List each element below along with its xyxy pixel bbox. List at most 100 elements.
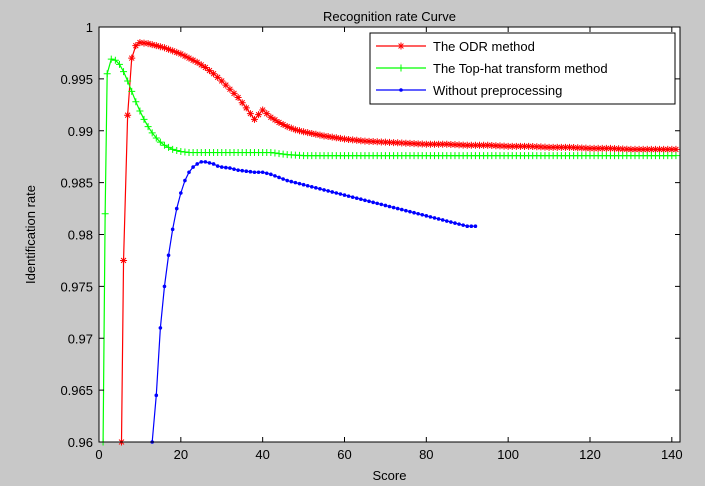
data-point bbox=[570, 144, 578, 152]
data-point bbox=[264, 171, 269, 176]
data-point bbox=[277, 175, 281, 180]
data-point bbox=[174, 206, 179, 211]
data-point bbox=[234, 94, 242, 102]
data-point bbox=[369, 138, 377, 146]
data-point bbox=[404, 208, 408, 213]
data-point bbox=[504, 142, 512, 150]
data-point bbox=[152, 134, 160, 142]
data-point bbox=[244, 169, 249, 174]
data-point bbox=[189, 56, 197, 64]
y-tick-label: 0.96 bbox=[68, 435, 93, 450]
data-point bbox=[154, 393, 159, 398]
data-point bbox=[672, 145, 680, 153]
data-point bbox=[226, 85, 234, 93]
data-point bbox=[115, 60, 123, 68]
y-axis-title: Identification rate bbox=[23, 185, 38, 284]
legend: The ODR method The Top-hat transform meth… bbox=[369, 32, 676, 105]
data-point bbox=[148, 129, 156, 137]
series-3 bbox=[150, 160, 478, 444]
data-point bbox=[461, 223, 465, 227]
data-point bbox=[611, 145, 619, 153]
y-tick-label: 0.99 bbox=[68, 124, 93, 139]
legend-marker bbox=[397, 64, 405, 72]
data-point bbox=[549, 143, 557, 151]
data-point bbox=[455, 141, 463, 149]
data-point bbox=[314, 186, 318, 190]
data-point bbox=[165, 45, 173, 53]
y-tick-label: 0.975 bbox=[60, 279, 93, 294]
data-point bbox=[173, 146, 181, 154]
data-point bbox=[324, 133, 332, 141]
y-tick-label: 1 bbox=[86, 20, 93, 35]
data-point bbox=[414, 140, 422, 148]
data-point bbox=[193, 58, 201, 66]
data-point bbox=[436, 217, 441, 221]
data-point bbox=[111, 56, 119, 64]
data-point bbox=[365, 137, 373, 145]
data-point bbox=[443, 140, 451, 148]
data-point bbox=[643, 145, 651, 153]
data-point bbox=[432, 216, 437, 220]
data-point bbox=[346, 194, 351, 198]
data-point bbox=[647, 145, 655, 153]
data-point bbox=[279, 121, 287, 129]
data-point bbox=[422, 140, 430, 148]
data-point bbox=[242, 104, 250, 112]
data-point bbox=[582, 144, 590, 152]
data-point bbox=[183, 178, 187, 183]
data-point bbox=[271, 149, 279, 157]
data-point bbox=[275, 150, 283, 158]
data-point bbox=[525, 142, 533, 150]
data-point bbox=[199, 160, 204, 164]
data-point bbox=[533, 143, 541, 151]
data-point bbox=[391, 205, 396, 210]
data-point bbox=[326, 189, 330, 193]
data-point bbox=[561, 143, 569, 151]
data-point bbox=[185, 54, 193, 62]
data-point bbox=[305, 183, 310, 188]
data-point bbox=[398, 139, 406, 147]
x-tick-label: 40 bbox=[255, 447, 269, 462]
data-point bbox=[197, 61, 205, 69]
data-point bbox=[412, 210, 416, 215]
data-point bbox=[312, 130, 320, 138]
data-point bbox=[444, 219, 449, 223]
legend-label: The Top-hat transform method bbox=[433, 61, 608, 76]
data-point bbox=[492, 142, 500, 150]
data-point bbox=[332, 134, 340, 142]
data-point bbox=[279, 150, 287, 158]
data-point bbox=[399, 207, 404, 212]
data-point bbox=[295, 127, 303, 135]
data-point bbox=[390, 139, 398, 147]
data-point bbox=[179, 191, 183, 195]
data-point bbox=[156, 43, 164, 51]
data-point bbox=[334, 191, 339, 195]
legend-marker bbox=[397, 42, 405, 50]
x-tick-label: 0 bbox=[95, 447, 102, 462]
data-point bbox=[488, 141, 496, 149]
data-point bbox=[639, 145, 647, 153]
data-point bbox=[207, 161, 212, 165]
x-axis-title: Score bbox=[373, 468, 407, 483]
series-layer bbox=[99, 39, 680, 446]
data-point bbox=[107, 55, 115, 63]
data-point bbox=[281, 177, 285, 181]
data-point bbox=[238, 99, 246, 107]
data-point bbox=[500, 142, 508, 150]
data-point bbox=[287, 124, 295, 132]
data-point bbox=[590, 144, 598, 152]
data-point bbox=[165, 143, 173, 151]
data-point bbox=[367, 199, 371, 204]
data-point bbox=[160, 141, 168, 149]
data-point bbox=[124, 77, 132, 85]
data-point bbox=[508, 142, 516, 150]
data-point bbox=[275, 118, 283, 126]
data-point bbox=[566, 143, 574, 151]
data-point bbox=[408, 209, 412, 214]
data-point bbox=[250, 115, 258, 123]
data-point bbox=[373, 138, 381, 146]
data-point bbox=[387, 204, 392, 209]
data-point bbox=[283, 123, 291, 131]
x-tick-label: 60 bbox=[337, 447, 351, 462]
data-point bbox=[224, 165, 228, 170]
